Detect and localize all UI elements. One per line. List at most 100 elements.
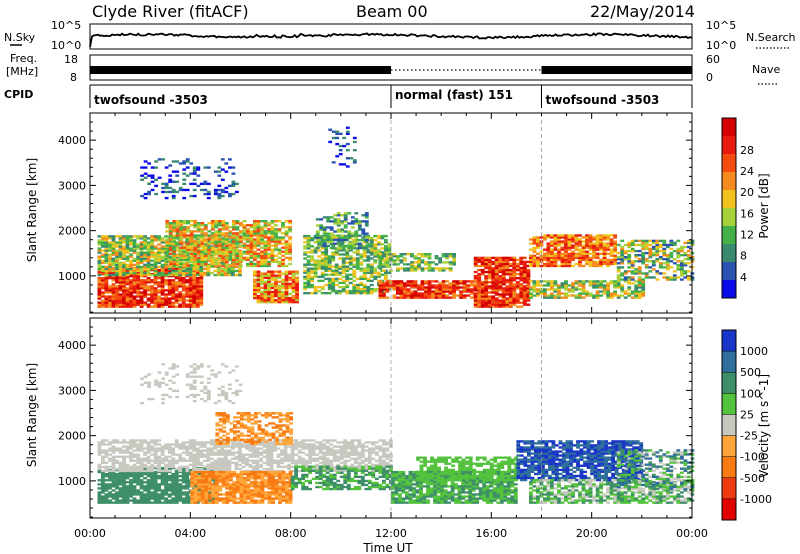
heatmap-cell xyxy=(246,252,250,255)
heatmap-cell xyxy=(578,256,582,260)
heatmap-cell xyxy=(505,303,510,306)
heatmap-cell xyxy=(331,259,336,262)
heatmap-cell xyxy=(132,251,137,254)
heatmap-cell xyxy=(508,285,513,288)
heatmap-cell xyxy=(125,259,130,262)
heatmap-cell xyxy=(602,284,607,287)
heatmap-cell xyxy=(178,497,183,500)
heatmap-cell xyxy=(455,282,460,285)
heatmap-cell xyxy=(505,279,510,282)
heatmap-cell xyxy=(115,259,119,262)
heatmap-cell xyxy=(186,220,191,223)
heatmap-cell xyxy=(567,238,572,241)
heatmap-cell xyxy=(179,232,184,235)
heatmap-cell xyxy=(567,258,572,262)
heatmap-cell xyxy=(609,292,614,295)
heatmap-cell xyxy=(571,252,575,255)
heatmap-cell xyxy=(167,279,172,282)
heatmap-cell xyxy=(396,267,400,270)
heatmap-cell xyxy=(380,234,385,238)
heatmap-cell xyxy=(427,292,432,295)
heatmap-cell xyxy=(115,297,119,300)
heatmap-cell xyxy=(571,250,575,253)
heatmap-cell xyxy=(171,293,176,296)
heatmap-cell xyxy=(606,282,611,285)
heatmap-cell xyxy=(609,262,614,266)
heatmap-cell xyxy=(484,305,489,308)
heatmap-cell xyxy=(526,291,531,294)
heatmap-cell xyxy=(413,269,418,272)
heatmap-cell xyxy=(164,268,169,272)
heatmap-cell xyxy=(167,301,172,304)
heatmap-cell xyxy=(217,232,222,235)
heatmap-cell xyxy=(438,267,443,270)
heatmap-cell xyxy=(343,214,348,217)
heatmap-cell xyxy=(249,232,254,235)
heatmap-cell xyxy=(359,275,364,279)
heatmap-cell xyxy=(459,280,464,283)
heatmap-cell xyxy=(338,257,343,260)
heatmap-cell xyxy=(206,271,211,275)
heatmap-cell xyxy=(221,262,226,266)
heatmap-cell xyxy=(658,245,663,249)
heatmap-cell xyxy=(256,270,261,273)
heatmap-cell xyxy=(178,483,183,486)
heatmap-cell xyxy=(592,236,597,239)
heatmap-cell xyxy=(340,220,345,223)
heatmap-cell xyxy=(188,267,193,271)
heatmap-cell xyxy=(101,301,105,304)
heatmap-cell xyxy=(214,256,219,260)
heatmap-cell xyxy=(592,260,597,264)
nsearch-tick-top-right: 10^5 xyxy=(706,19,736,32)
heatmap-cell xyxy=(267,282,271,286)
heatmap-cell xyxy=(362,249,367,252)
heatmap-cell xyxy=(519,256,524,260)
heatmap-cell xyxy=(232,262,236,266)
heatmap-cell xyxy=(620,245,625,249)
heatmap-cell xyxy=(338,273,343,276)
heatmap-cell xyxy=(341,279,346,283)
heatmap-cell xyxy=(522,256,527,260)
heatmap-cell xyxy=(146,293,151,296)
heatmap-cell xyxy=(644,251,649,255)
heatmap-cell xyxy=(122,277,126,280)
heatmap-cell xyxy=(613,246,618,249)
heatmap-cell xyxy=(270,276,275,279)
heatmap-cell xyxy=(441,280,446,283)
heatmap-cell xyxy=(592,280,597,283)
heatmap-cell xyxy=(434,292,439,295)
heatmap-cell xyxy=(146,253,151,256)
heatmap-cell xyxy=(501,301,506,304)
heatmap-cell xyxy=(171,297,176,300)
heatmap-cell xyxy=(567,284,572,287)
heatmap-cell xyxy=(249,236,254,239)
heatmap-cell xyxy=(327,281,332,285)
heatmap-cell xyxy=(210,260,215,264)
heatmap-cell xyxy=(473,283,478,286)
heatmap-cell xyxy=(543,248,547,251)
heatmap-cell xyxy=(256,226,261,229)
heatmap-cell xyxy=(153,273,158,277)
heatmap-cell xyxy=(146,281,151,284)
heatmap-cell xyxy=(637,260,642,263)
heatmap-cell xyxy=(150,265,155,269)
heatmap-cell xyxy=(424,255,428,258)
heatmap-cell xyxy=(420,259,425,262)
heatmap-cell xyxy=(104,485,109,488)
heatmap-cell xyxy=(441,253,446,256)
heatmap-cell xyxy=(239,230,243,233)
heatmap-cell xyxy=(235,228,240,231)
heatmap-cell xyxy=(125,283,130,286)
heatmap-cell xyxy=(322,228,327,231)
heatmap-cell xyxy=(115,501,119,504)
heatmap-cell xyxy=(164,293,169,296)
heatmap-cell xyxy=(329,226,334,229)
heatmap-cell xyxy=(263,264,268,268)
heatmap-cell xyxy=(192,273,197,277)
heatmap-cell xyxy=(326,226,331,229)
heatmap-cell xyxy=(417,267,421,270)
heatmap-cell xyxy=(340,236,345,239)
heatmap-cell xyxy=(274,240,278,243)
heatmap-cell xyxy=(146,485,151,488)
heatmap-cell xyxy=(235,260,240,264)
